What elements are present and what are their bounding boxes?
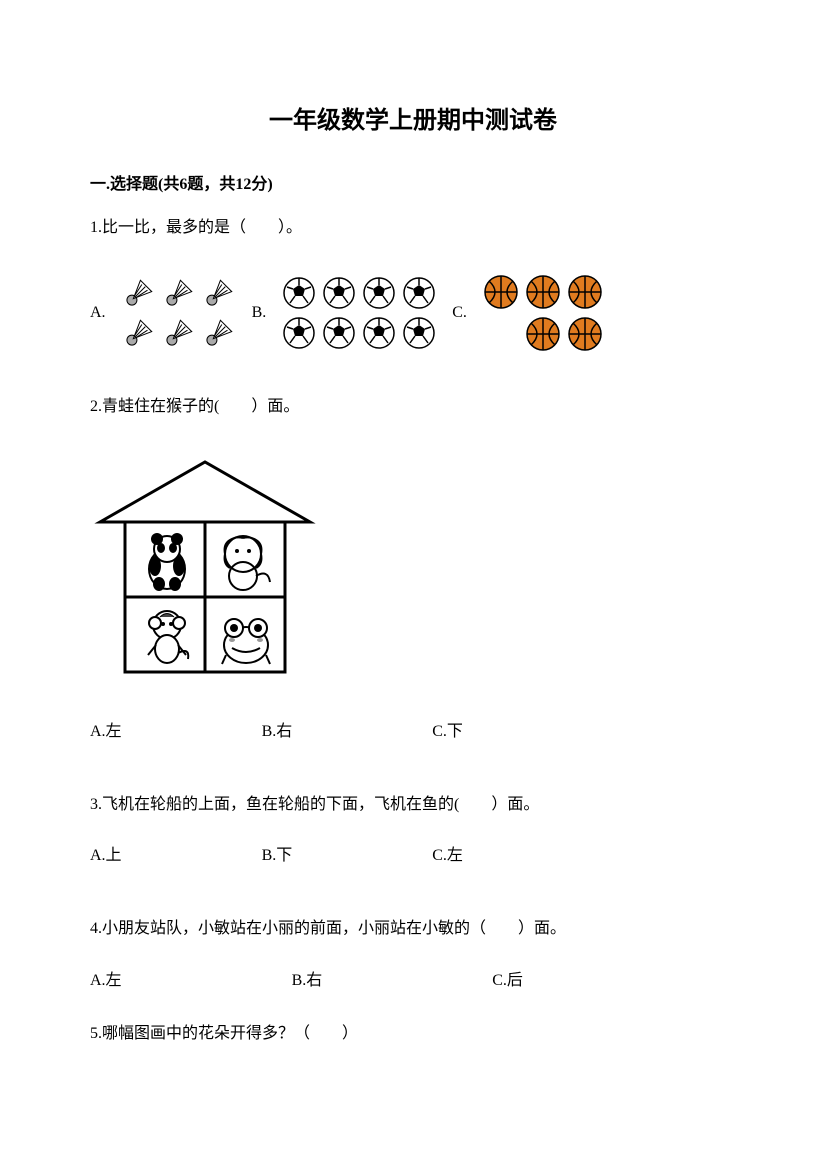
soccer-icon bbox=[361, 315, 397, 351]
option-c-label: C. bbox=[452, 304, 467, 322]
q4-option-b: B.右 bbox=[292, 966, 323, 990]
shuttlecock-icon bbox=[161, 315, 197, 351]
section-header: 一.选择题(共6题，共12分) bbox=[90, 170, 736, 194]
basketball-icon bbox=[524, 315, 562, 353]
shuttlecock-icon bbox=[121, 275, 157, 311]
question-2-options: A.左 B.右 C.下 bbox=[90, 717, 736, 741]
basketball-icon bbox=[566, 315, 604, 353]
question-4-text: 4.小朋友站队，小敏站在小丽的前面，小丽站在小敏的（ ）面。 bbox=[90, 915, 736, 944]
q3-option-a: A.上 bbox=[90, 841, 122, 865]
q3-option-c: C.左 bbox=[432, 841, 463, 865]
basketball-group bbox=[482, 273, 604, 353]
page-title: 一年级数学上册期中测试卷 bbox=[90, 100, 736, 135]
q2-option-b: B.右 bbox=[262, 717, 293, 741]
q2-option-c: C.下 bbox=[432, 717, 463, 741]
question-5-text: 5.哪幅图画中的花朵开得多？（ ） bbox=[90, 1020, 736, 1049]
basketball-icon bbox=[566, 273, 604, 311]
shuttlecock-icon bbox=[201, 275, 237, 311]
question-1-text: 1.比一比，最多的是（ ）。 bbox=[90, 214, 736, 243]
option-a-label: A. bbox=[90, 304, 106, 322]
shuttlecock-icon bbox=[161, 275, 197, 311]
question-3-options: A.上 B.下 C.左 bbox=[90, 841, 736, 865]
question-1-options: A. B. C. bbox=[90, 273, 736, 353]
soccer-icon bbox=[281, 275, 317, 311]
soccer-icon bbox=[321, 275, 357, 311]
house-diagram bbox=[90, 452, 736, 687]
basketball-icon bbox=[482, 273, 520, 311]
option-b-label: B. bbox=[252, 304, 267, 322]
question-2-text: 2.青蛙住在猴子的( ）面。 bbox=[90, 393, 736, 422]
q2-option-a: A.左 bbox=[90, 717, 122, 741]
soccer-group bbox=[281, 275, 437, 351]
basketball-icon bbox=[524, 273, 562, 311]
q3-option-b: B.下 bbox=[262, 841, 293, 865]
soccer-icon bbox=[401, 275, 437, 311]
question-3-text: 3.飞机在轮船的上面，鱼在轮船的下面，飞机在鱼的( ）面。 bbox=[90, 791, 736, 820]
soccer-icon bbox=[401, 315, 437, 351]
soccer-icon bbox=[361, 275, 397, 311]
soccer-icon bbox=[321, 315, 357, 351]
soccer-icon bbox=[281, 315, 317, 351]
question-4-options: A.左 B.右 C.后 bbox=[90, 966, 736, 990]
shuttlecock-icon bbox=[121, 315, 157, 351]
shuttlecock-icon bbox=[201, 315, 237, 351]
q4-option-c: C.后 bbox=[492, 966, 523, 990]
shuttlecock-group bbox=[121, 275, 237, 351]
q4-option-a: A.左 bbox=[90, 966, 122, 990]
